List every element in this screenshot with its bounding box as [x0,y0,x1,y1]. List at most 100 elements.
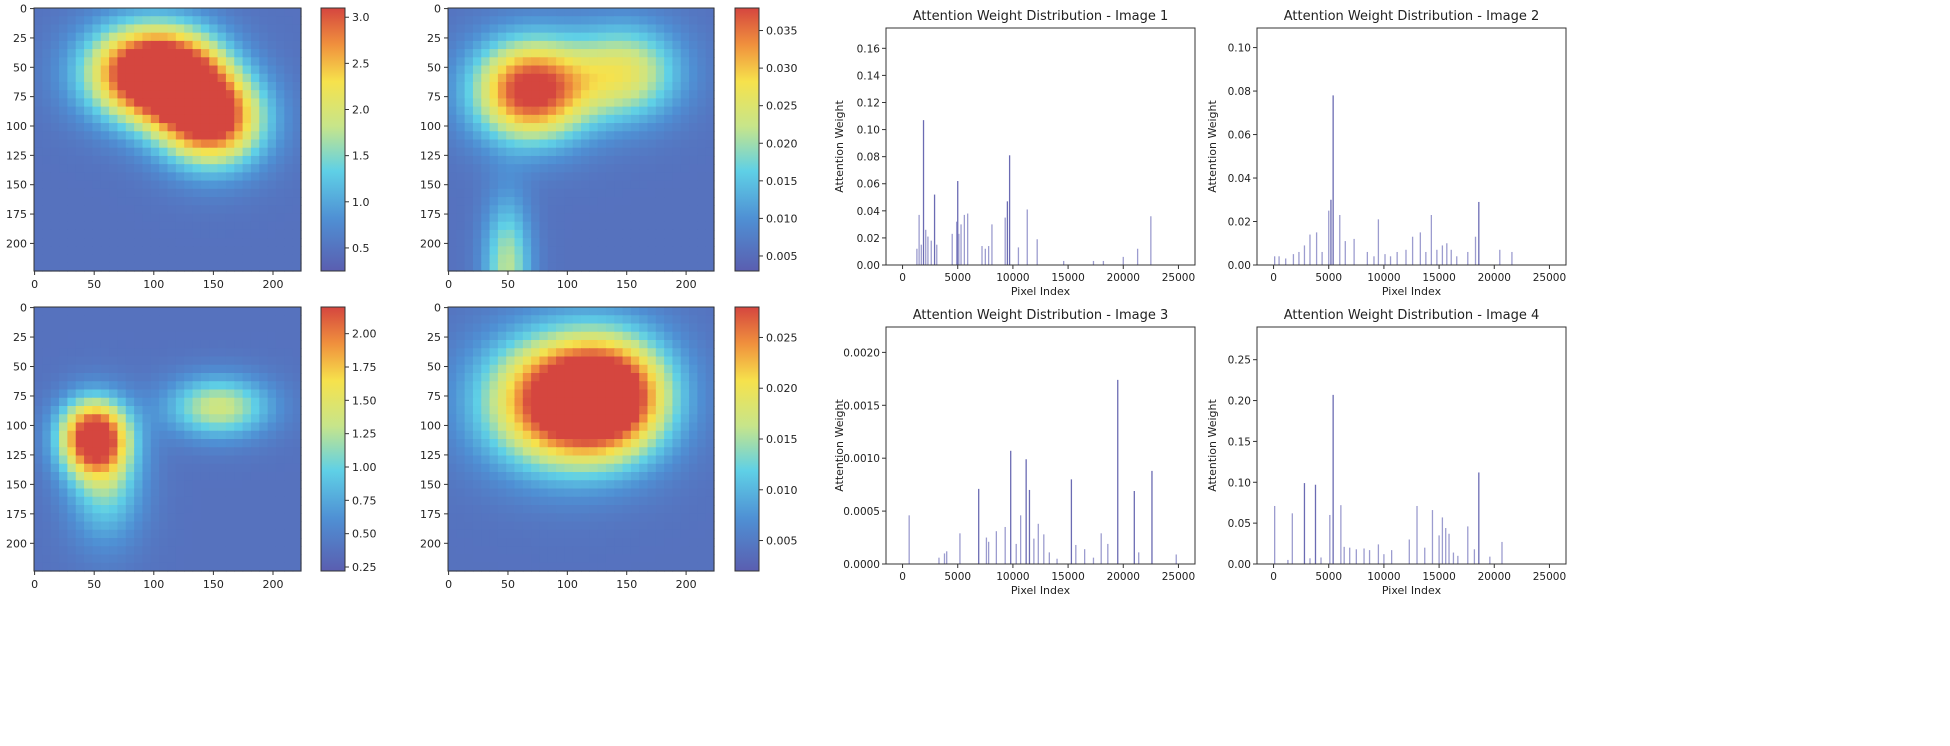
heatmap-cell [267,221,277,231]
heatmap-cell [150,90,160,100]
heatmap-cell [448,65,457,75]
heatmap-cell [489,32,499,42]
heatmap-cell [250,213,260,223]
heatmap-cell [630,538,640,547]
heatmap-cell [489,123,499,132]
heatmap-cell [597,98,607,108]
heatmap-cell [34,340,43,349]
heatmap-cell [200,213,210,223]
heatmap-cell [481,364,491,374]
heatmap-cell [150,65,160,75]
heatmap-cell [167,188,177,198]
heatmap-cell [267,197,277,206]
heatmap-cell [134,389,144,399]
heatmap-cell [200,513,210,523]
heatmap-cell [489,538,499,547]
heatmap-cell [456,16,466,26]
heatmap-cell [275,505,285,514]
heatmap-cell [497,488,507,498]
heatmap-cell [234,188,244,198]
heatmap-cell [472,57,482,67]
heatmap-cell [456,373,466,382]
heatmap-cell [497,123,507,132]
heatmap-cell [159,389,169,399]
heatmap-cell [547,323,557,333]
heatmap-cell [34,488,43,498]
heatmap-cell [184,529,194,539]
heatmap-cell [472,246,482,256]
heatmap-cell [275,90,285,100]
heatmap-cell [497,505,507,514]
heatmap-cell [117,197,127,206]
heatmap-cell [680,254,690,264]
heatmap-cell [639,16,649,26]
heatmap-cell [664,414,674,424]
heatmap-cell [242,32,252,42]
heatmap-cell [572,389,582,399]
heatmap-cell [464,254,474,264]
heatmap-cell [655,422,665,432]
heatmap-cell [242,65,252,75]
heatmap-cell [456,381,466,391]
heatmap-cell [275,254,285,264]
heatmap-cell [234,229,244,239]
heatmap-cell [697,73,707,83]
heatmap-cell [472,546,482,556]
heatmap-cell [497,439,507,448]
heatmap-cell [547,307,557,316]
heatmap-cell [697,139,707,149]
heatmap-cell [531,472,541,481]
heatmap-cell [539,81,549,91]
heatmap-cell [42,172,52,182]
heatmap-cell [59,246,68,256]
heatmap-cell [464,147,474,157]
heatmap-cell [689,221,698,231]
heatmap-cell [92,554,102,564]
heatmap-cell [184,114,194,124]
heatmap-cell [448,340,457,349]
heatmap-cell [622,90,632,100]
heatmap-cell [242,389,252,399]
heatmap-cell [489,480,499,490]
heatmap-cell [59,307,68,316]
heatmap-cell [150,188,160,198]
heatmap-cell [242,238,252,247]
heatmap-cell [630,340,640,349]
heatmap-cell [184,439,194,448]
heatmap-cell [489,90,499,100]
heatmap-cell [697,521,707,531]
heatmap-cell [547,406,557,415]
heatmap-cell [267,364,277,374]
heatmap-cell [217,16,227,26]
heatmap-cell [259,106,269,116]
heatmap-cell [117,131,127,141]
heatmap-cell [639,90,649,100]
heatmap-cell [259,147,269,157]
heatmap-cell [664,164,674,173]
heatmap-cell [680,430,690,440]
heatmap-cell [259,155,269,165]
heatmap-cell [142,90,152,100]
heatmap-cell [59,521,68,531]
heatmap-cell [705,430,715,440]
heatmap-cell [647,455,657,465]
heatmap-cell [84,340,93,349]
heatmap-cell [150,32,160,42]
heatmap-cell [547,32,557,42]
heatmap-cell [67,529,77,539]
heatmap-cell [556,81,565,91]
heatmap-cell [50,348,60,358]
heatmap-cell [531,238,541,247]
heatmap-cell [506,123,516,132]
heatmap-cell [697,123,707,132]
heatmap-cell [234,315,244,325]
heatmap-cell [217,98,227,108]
heatmap-cell [572,16,582,26]
heatmap-cell [192,81,202,91]
heatmap-cell [150,562,160,572]
heatmap-cell [514,98,524,108]
heatmap-cell [259,238,269,247]
heatmap-cell [564,513,574,523]
heatmap-cell [59,238,68,247]
heatmap-cell [200,65,210,75]
